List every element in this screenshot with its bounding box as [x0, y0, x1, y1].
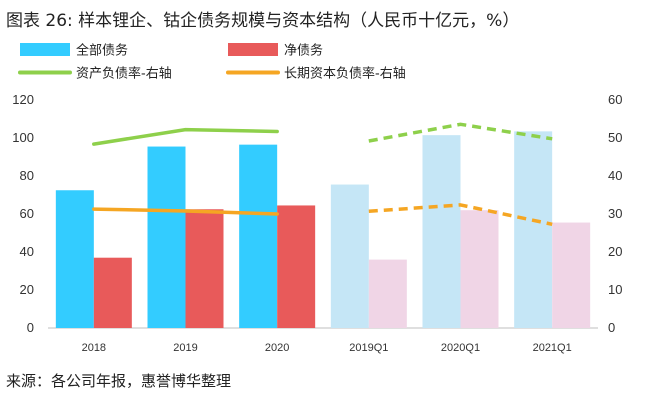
net-debt-bar — [369, 260, 407, 328]
net-debt-bar — [186, 209, 224, 328]
total-debt-bar — [148, 147, 186, 328]
y-tick-right: 20 — [608, 244, 622, 259]
x-tick-label: 2020 — [265, 342, 289, 354]
y-tick-left: 40 — [20, 244, 34, 259]
x-tick-label: 2019 — [173, 342, 197, 354]
x-tick-label: 2020Q1 — [441, 342, 480, 354]
net-debt-bar — [94, 258, 132, 328]
legend-label: 全部债务 — [76, 43, 128, 59]
y-tick-left: 0 — [27, 320, 34, 335]
y-tick-left: 120 — [12, 92, 34, 107]
x-tick-label: 2018 — [82, 342, 106, 354]
legend: 全部债务 净债务资产负债率-右轴 长期资本负债率-右轴 — [20, 43, 406, 82]
legend-swatch — [20, 43, 70, 56]
source-note: 来源：各公司年报，惠誉博华整理 — [6, 370, 231, 391]
total-debt-bar — [331, 185, 369, 328]
legend-label: 长期资本负债率-右轴 — [284, 66, 406, 82]
asset-liability-ratio-line-solid — [94, 130, 277, 145]
total-debt-bar — [56, 190, 94, 328]
legend-label: 资产负债率-右轴 — [76, 66, 172, 82]
y-tick-left: 60 — [20, 206, 34, 221]
total-debt-bar — [423, 135, 461, 328]
legend-label: 净债务 — [284, 43, 323, 59]
y-tick-right: 0 — [608, 320, 615, 335]
x-tick-label: 2021Q1 — [533, 342, 572, 354]
y-tick-right: 30 — [608, 206, 622, 221]
net-debt-bar — [552, 223, 590, 328]
y-tick-left: 80 — [20, 168, 34, 183]
y-tick-left: 20 — [20, 282, 34, 297]
legend-swatch — [228, 43, 278, 56]
y-tick-left: 100 — [12, 130, 34, 145]
total-debt-bar — [239, 145, 277, 328]
y-tick-right: 60 — [608, 92, 622, 107]
total-debt-bar — [514, 131, 552, 328]
y-tick-right: 50 — [608, 130, 622, 145]
net-debt-bar — [277, 205, 315, 328]
y-tick-right: 40 — [608, 168, 622, 183]
combo-chart: 全部债务净债务资产负债率-右轴长期资本负债率-右轴 02040608010012… — [0, 0, 645, 401]
bars — [56, 131, 590, 328]
x-tick-label: 2019Q1 — [349, 342, 388, 354]
net-debt-bar — [461, 210, 499, 328]
y-tick-right: 10 — [608, 282, 622, 297]
